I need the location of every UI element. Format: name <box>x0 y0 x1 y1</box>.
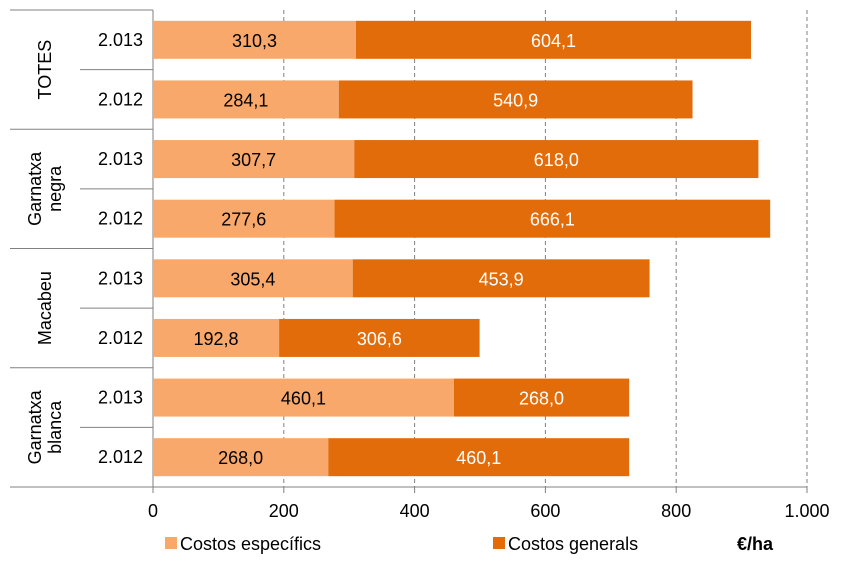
group-label-line: Garnatxa <box>25 389 45 464</box>
bar-segment <box>153 438 329 477</box>
group-label: Garnatxablanca <box>25 389 65 464</box>
group-label: TOTES <box>35 40 55 100</box>
bar-segment <box>153 80 339 119</box>
bar-value-label: 618,0 <box>534 150 579 170</box>
bar-segment <box>352 259 650 298</box>
legend-swatch <box>165 537 177 549</box>
legend-swatch <box>493 537 505 549</box>
bar-value-label: 306,6 <box>357 329 402 349</box>
year-label: 2.012 <box>98 89 143 109</box>
group-label-line: Garnatxa <box>25 151 45 226</box>
bar-segment <box>354 140 759 179</box>
bar-value-label: 453,9 <box>479 269 524 289</box>
year-label: 2.012 <box>98 209 143 229</box>
year-label: 2.013 <box>98 268 143 288</box>
bar-value-label: 666,1 <box>530 210 575 230</box>
bar-segment <box>153 318 280 357</box>
year-label: 2.013 <box>98 149 143 169</box>
year-label: 2.012 <box>98 447 143 467</box>
x-tick-label: 0 <box>148 501 158 521</box>
x-tick-label: 1.000 <box>784 501 829 521</box>
bar-segment <box>153 140 355 179</box>
bar-value-label: 460,1 <box>281 389 326 409</box>
group-label-line: TOTES <box>35 40 55 100</box>
bar-value-label: 268,0 <box>218 448 263 468</box>
bar-segment <box>279 318 480 357</box>
bar-value-label: 307,7 <box>231 150 276 170</box>
group-label-line: blanca <box>45 400 65 454</box>
bar-segment <box>334 199 771 238</box>
group-label: Garnatxanegra <box>25 151 65 226</box>
bar-segment <box>328 438 630 477</box>
legend-label: Costos específics <box>180 534 321 554</box>
year-label: 2.013 <box>98 388 143 408</box>
bar-value-label: 268,0 <box>519 389 564 409</box>
bar-segment <box>153 378 454 417</box>
bar-segment <box>355 20 752 59</box>
bar-value-label: 460,1 <box>456 448 501 468</box>
bar-value-label: 310,3 <box>232 31 277 51</box>
bar-segment <box>338 80 693 119</box>
bar-value-label: 277,6 <box>221 210 266 230</box>
x-tick-label: 200 <box>269 501 299 521</box>
bar-value-label: 540,9 <box>493 90 538 110</box>
unit-label: €/ha <box>737 534 774 554</box>
bar-value-label: 305,4 <box>230 269 275 289</box>
bar-segment <box>153 20 356 59</box>
bar-segment <box>453 378 630 417</box>
group-label-line: negra <box>45 165 65 212</box>
x-tick-label: 800 <box>661 501 691 521</box>
bar-value-label: 192,8 <box>194 329 239 349</box>
bar-value-label: 604,1 <box>531 31 576 51</box>
year-label: 2.012 <box>98 328 143 348</box>
bar-segment <box>153 199 335 238</box>
year-label: 2.013 <box>98 30 143 50</box>
bar-value-label: 284,1 <box>223 90 268 110</box>
x-tick-label: 600 <box>530 501 560 521</box>
legend-label: Costos generals <box>508 534 638 554</box>
bar-segment <box>153 259 353 298</box>
group-label: Macabeu <box>35 271 55 345</box>
x-tick-label: 400 <box>400 501 430 521</box>
group-label-line: Macabeu <box>35 271 55 345</box>
